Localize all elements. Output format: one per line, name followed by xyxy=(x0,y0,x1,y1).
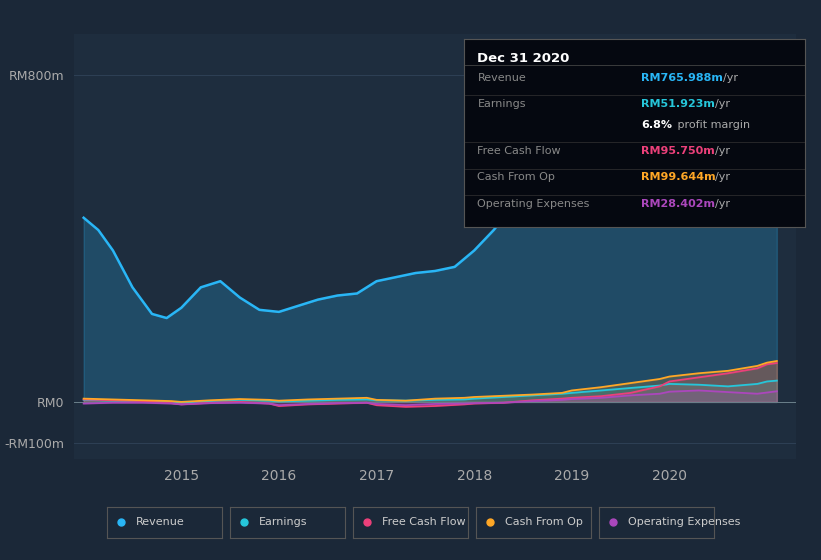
Text: Dec 31 2020: Dec 31 2020 xyxy=(478,52,570,66)
Text: /yr: /yr xyxy=(722,73,738,83)
Text: RM765.988m: RM765.988m xyxy=(641,73,723,83)
Text: Cash From Op: Cash From Op xyxy=(478,172,555,183)
Text: /yr: /yr xyxy=(715,199,730,209)
Text: /yr: /yr xyxy=(715,172,730,183)
Text: profit margin: profit margin xyxy=(674,120,750,130)
Text: 6.8%: 6.8% xyxy=(641,120,672,130)
Text: Free Cash Flow: Free Cash Flow xyxy=(382,517,466,527)
Text: Operating Expenses: Operating Expenses xyxy=(478,199,589,209)
Text: RM99.644m: RM99.644m xyxy=(641,172,716,183)
Text: /yr: /yr xyxy=(715,146,730,156)
Text: Operating Expenses: Operating Expenses xyxy=(628,517,741,527)
Text: RM28.402m: RM28.402m xyxy=(641,199,715,209)
Text: Free Cash Flow: Free Cash Flow xyxy=(478,146,561,156)
Text: RM95.750m: RM95.750m xyxy=(641,146,715,156)
Text: Earnings: Earnings xyxy=(259,517,307,527)
Text: Revenue: Revenue xyxy=(478,73,526,83)
Text: /yr: /yr xyxy=(715,99,730,109)
Text: Cash From Op: Cash From Op xyxy=(505,517,583,527)
Text: RM51.923m: RM51.923m xyxy=(641,99,715,109)
Text: Revenue: Revenue xyxy=(135,517,184,527)
Text: Earnings: Earnings xyxy=(478,99,526,109)
